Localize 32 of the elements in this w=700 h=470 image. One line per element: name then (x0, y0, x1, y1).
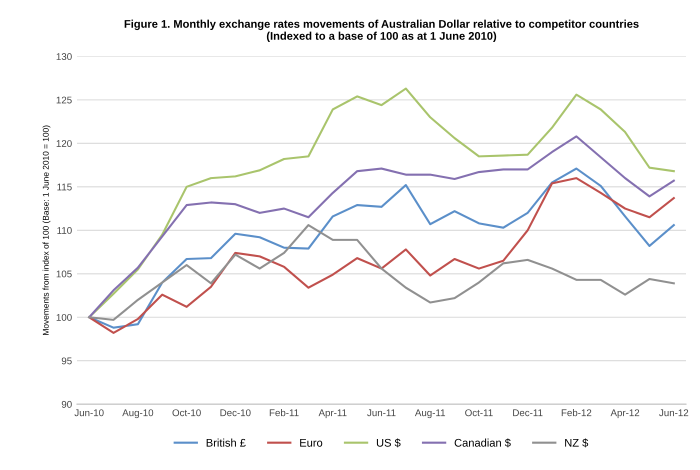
chart-title: Figure 1. Monthly exchange rates movements of Australian Dollar relative to competitor countries (Indexed to a base of 100 as at 1 June 2010) (124, 20, 639, 42)
x-tick-label: Oct-11 (465, 409, 493, 416)
x-tick-label: Dec-11 (513, 409, 542, 416)
y-tick-label: 105 (56, 270, 72, 278)
x-tick-label: Dec-10 (220, 409, 251, 416)
line-series (88, 88, 675, 318)
legend-label: US $ (376, 438, 401, 448)
x-tick-label: Jun-12 (659, 409, 688, 416)
y-tick-label: 120 (56, 140, 72, 147)
legend-label: British £ (206, 438, 246, 447)
y-tick-label: 110 (57, 227, 72, 234)
x-tick-label: Jun-10 (74, 409, 104, 416)
x-tick-label: Jun-11 (367, 409, 396, 416)
x-tick-label: Apr-11 (318, 409, 347, 418)
y-axis-title: Movements from index of 100 (Base: 1 June 2010 = 100) (42, 126, 50, 335)
x-tick-label: Apr-12 (610, 409, 640, 418)
y-tick-label: 125 (56, 96, 72, 104)
y-tick-label: 130 (56, 53, 72, 60)
y-tick-label: 100 (56, 314, 72, 321)
line-series (88, 224, 675, 321)
x-tick-label: Aug-11 (414, 409, 446, 418)
line-series (88, 135, 675, 318)
y-tick-label: 90 (62, 400, 72, 408)
legend-label: Canadian $ (454, 438, 511, 448)
x-tick-label: Feb-11 (270, 409, 299, 416)
y-tick-label: 95 (62, 357, 72, 364)
x-tick-label: Aug-10 (122, 409, 154, 418)
legend-label: NZ $ (565, 438, 588, 448)
x-tick-label: Oct-10 (172, 409, 201, 416)
legend-label: Euro (300, 438, 322, 447)
x-tick-label: Feb-12 (562, 409, 592, 416)
y-tick-label: 115 (57, 184, 72, 190)
